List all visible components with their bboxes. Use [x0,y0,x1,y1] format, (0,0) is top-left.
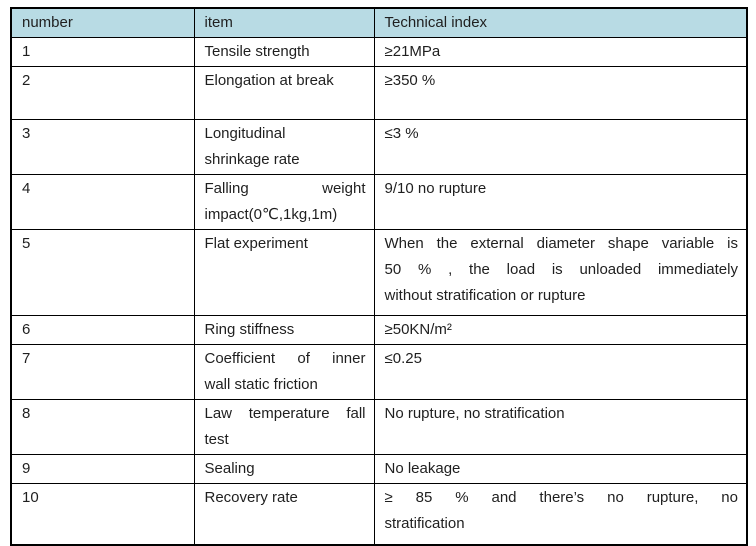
cell-text-line: Law temperature fall [204,405,366,422]
cell-item: Sealing [193,454,375,484]
cell-text-line: wall static friction [204,376,318,393]
cell-index: 9/10 no rupture [373,174,748,230]
cell-item: Falling weight impact(0℃,1kg,1m) [193,174,375,230]
cell-number: 9 [10,454,195,484]
cell-item: Coefficient of inner wall static friction [193,344,375,400]
cell-index: ≥50KN/m² [373,315,748,345]
column-header-technical-index: Technical index [373,7,748,38]
table-row: 3 Longitudinal shrinkage rate ≤3 % [10,119,748,175]
cell-item: Elongation at break [193,66,375,120]
cell-text-line: ≥ 85 % and there’s no rupture, no [384,489,739,506]
cell-text-line: Coefficient of inner [204,350,366,367]
table-row: 10 Recovery rate ≥ 85 % and there’s no rup… [10,483,748,545]
cell-index: When the external diameter shape variabl… [373,229,748,316]
cell-text-line: stratification [384,515,465,532]
document-page: number item Technical index 1 Tensile str… [10,7,748,546]
cell-text-line: Longitudinal [204,125,286,142]
cell-number: 10 [10,483,195,545]
table-row: 2 Elongation at break ≥350 % [10,66,748,120]
cell-index: ≤0.25 [373,344,748,400]
table-row: 1 Tensile strength ≥21MPa [10,37,748,67]
cell-item: Tensile strength [193,37,375,67]
table-header-row: number item Technical index [10,7,748,38]
cell-index: No leakage [373,454,748,484]
cell-item: Longitudinal shrinkage rate [193,119,375,175]
table-row: 7 Coefficient of inner wall static frictio… [10,344,748,400]
cell-text-line: When the external diameter shape variabl… [384,235,739,252]
cell-text-line: test [204,431,229,448]
table-row: 5 Flat experiment When the external diamet… [10,229,748,316]
column-header-number: number [10,7,195,38]
cell-number: 7 [10,344,195,400]
cell-text-line: impact(0℃,1kg,1m) [204,206,338,223]
cell-number: 4 [10,174,195,230]
cell-item: Flat experiment [193,229,375,316]
table-row: 4 Falling weight impact(0℃,1kg,1m) 9/10 no … [10,174,748,230]
cell-item: Recovery rate [193,483,375,545]
cell-text-line: without stratification or rupture [384,287,586,304]
cell-index: ≥350 % [373,66,748,120]
cell-text-line: Falling weight [204,180,366,197]
table-row: 9 Sealing No leakage [10,454,748,484]
cell-number: 3 [10,119,195,175]
table-row: 8 Law temperature fall test No rupture, no … [10,399,748,455]
cell-index: ≥21MPa [373,37,748,67]
cell-number: 2 [10,66,195,120]
cell-number: 5 [10,229,195,316]
cell-number: 8 [10,399,195,455]
column-header-item: item [193,7,375,38]
cell-index: ≥ 85 % and there’s no rupture, no stratif… [373,483,748,545]
technical-index-table: number item Technical index 1 Tensile str… [10,7,748,546]
cell-text-line: 50 % , the load is unloaded immediately [384,261,739,278]
table-row: 6 Ring stiffness ≥50KN/m² [10,315,748,345]
cell-item: Law temperature fall test [193,399,375,455]
cell-text-line: shrinkage rate [204,151,300,168]
cell-number: 6 [10,315,195,345]
table-header: number item Technical index [10,7,748,38]
cell-index: ≤3 % [373,119,748,175]
table-body: 1 Tensile strength ≥21MPa 2 Elongation at br… [10,37,748,545]
cell-number: 1 [10,37,195,67]
cell-item: Ring stiffness [193,315,375,345]
cell-index: No rupture, no stratification [373,399,748,455]
